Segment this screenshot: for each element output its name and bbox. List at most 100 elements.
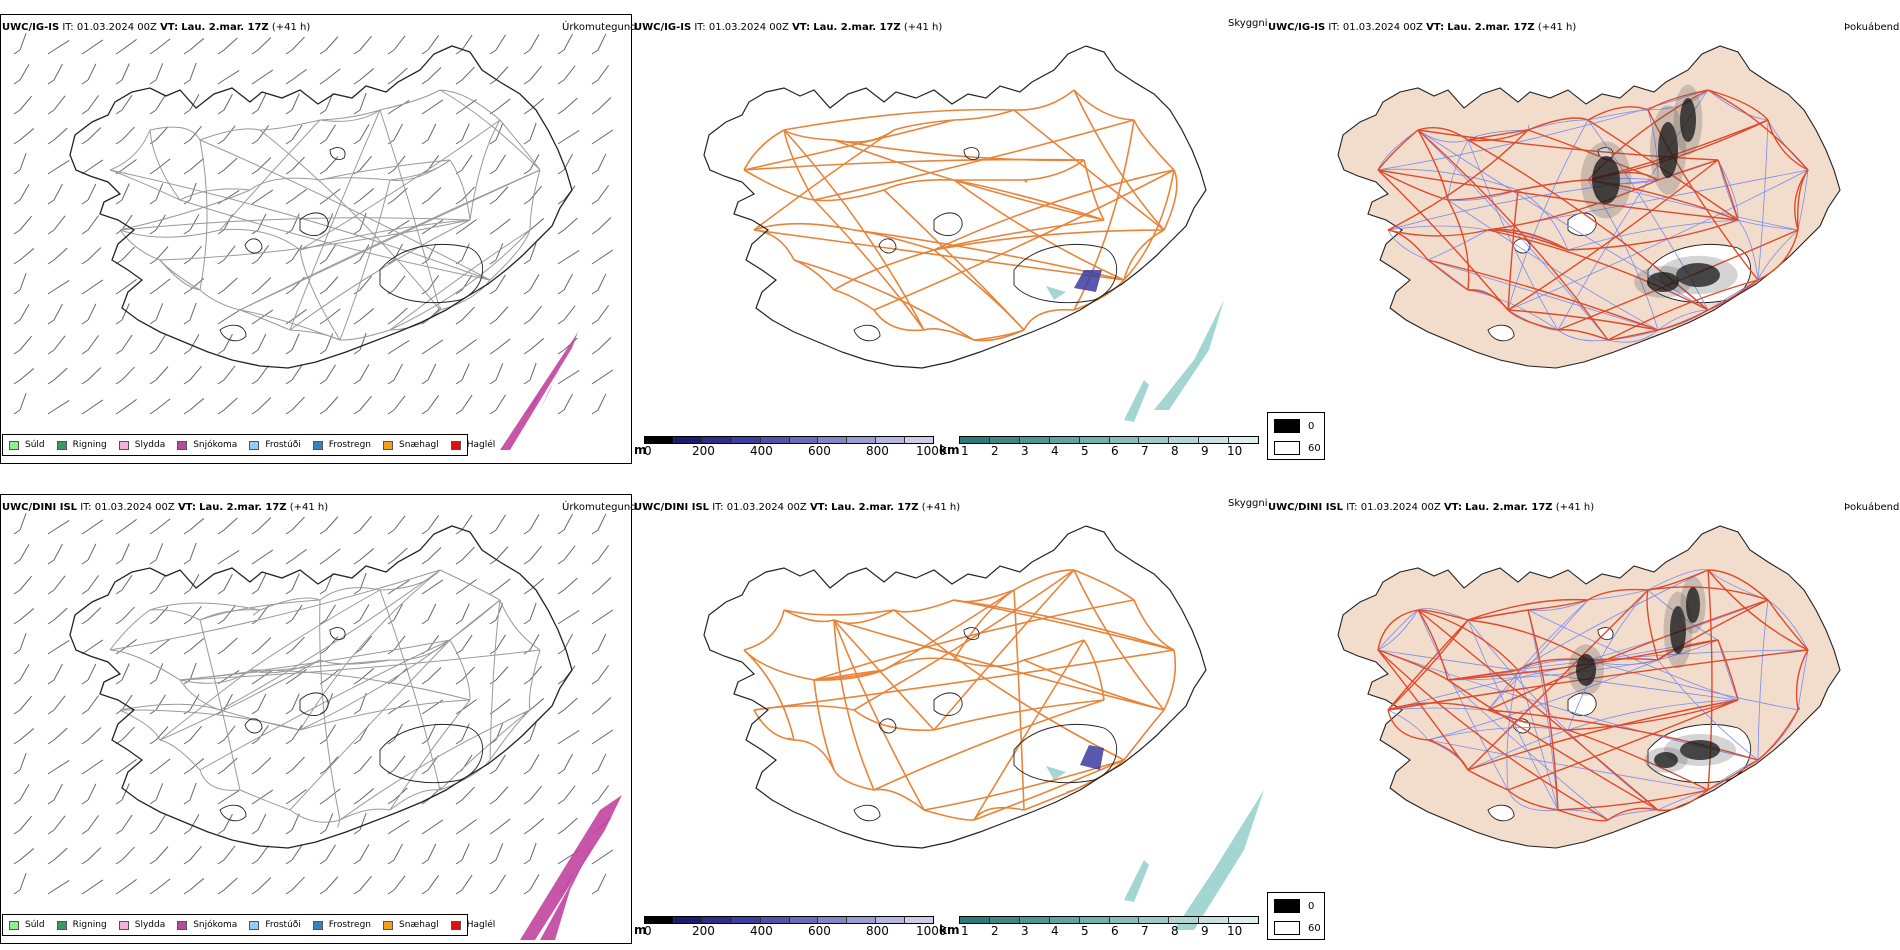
colorbar-cell: [1169, 437, 1200, 443]
glacier-outline: [853, 324, 881, 342]
colorbar-cell: [1109, 437, 1140, 443]
glacier-outline: [244, 718, 263, 734]
colorbar-cell: [1199, 917, 1230, 923]
precip-panel-title: Úrkomutegund: [562, 502, 637, 513]
precip-panel-frame: [0, 494, 632, 944]
precip-map: [13, 512, 622, 940]
colorbar-cell: [760, 917, 790, 923]
colorbar-cell: [1079, 917, 1110, 923]
fog-legend-swatch: [1274, 419, 1300, 433]
vt-value: Lau. 2.mar. 17Z: [831, 502, 919, 513]
precip-map: [13, 32, 614, 450]
glacier-outline: [379, 724, 484, 784]
colorbar-tick: 10: [1227, 924, 1243, 938]
it-value: 01.03.2024 00Z: [708, 22, 789, 33]
colorbar-tick: 2: [991, 444, 999, 458]
snow-precip-area: [520, 795, 622, 940]
fog-index-area: [1580, 84, 1738, 298]
colorbar-cell: [731, 917, 761, 923]
colorbar-tick: 400: [750, 444, 773, 458]
fog-legend-item: 0: [1274, 899, 1314, 913]
colorbar-tick: 400: [750, 924, 773, 938]
road-network: [109, 89, 541, 341]
vis-panel-title: Skyggni: [1228, 18, 1268, 29]
colorbar-cell: [1229, 437, 1259, 443]
vt-label: VT:: [792, 22, 811, 33]
row-2: UWC/DINI ISL IT: 01.03.2024 00Z VT: Lau.…: [0, 480, 1900, 950]
colorbar-tick: 7: [1141, 444, 1149, 458]
colorbar-cell: [1139, 917, 1170, 923]
colorbar-tick: 3: [1021, 444, 1029, 458]
fog-legend: 0 60: [1267, 412, 1325, 460]
vt-value: Lau. 2.mar. 17Z: [813, 22, 901, 33]
model-name: UWC/DINI ISL: [634, 502, 710, 513]
vis-panel-title: Skyggni: [1228, 498, 1268, 509]
colorbar-cell: [673, 917, 703, 923]
colorbar-tick: 200: [692, 444, 715, 458]
colorbar-cell: [818, 917, 848, 923]
glacier-outline: [878, 718, 897, 734]
legend-swatch: [383, 920, 394, 930]
glacier-outline: [1013, 244, 1118, 304]
legend-label: Frostregn: [328, 920, 372, 930]
legend-swatch: [118, 920, 129, 930]
model-name: UWC/DINI ISL: [1268, 502, 1344, 513]
vt-value: Lau. 2.mar. 17Z: [181, 22, 269, 33]
colorbar-tick: 9: [1201, 924, 1209, 938]
colorbar-tick: 10: [1227, 444, 1243, 458]
colorbar-tick: 4: [1051, 924, 1059, 938]
glacier-outline: [244, 238, 263, 254]
colorbar-tick: 1: [961, 924, 969, 938]
colorbar-cell: [960, 917, 990, 923]
colorbar-tick: 4: [1051, 444, 1059, 458]
legend-label: Haglél: [466, 920, 496, 930]
precip-panel-frame: [0, 14, 632, 464]
colorbar-cell: [960, 437, 990, 443]
it-label: IT:: [80, 502, 92, 513]
fog-legend-item: 60: [1274, 441, 1321, 455]
colorbar-cell: [1049, 917, 1080, 923]
glacier-outline: [1487, 324, 1515, 342]
colorbar-tick: 0: [644, 924, 652, 938]
fog-legend-item: 60: [1274, 921, 1321, 935]
colorbar-strip: [644, 436, 934, 444]
legend-item: Rigning: [56, 920, 107, 930]
fog-panel-title: Þokuábendi: [1844, 22, 1900, 33]
legend-label: Snjókoma: [193, 440, 238, 450]
colorbar-strip: [959, 916, 1259, 924]
snow-precip-area: [500, 332, 578, 450]
colorbar-tick: 600: [808, 924, 831, 938]
precip-legend: Súld Rigning Slydda Snjókoma Frostúði Frostre…: [2, 434, 495, 456]
fog-panel-header: UWC/DINI ISL IT: 01.03.2024 00Z VT: Lau.…: [1268, 502, 1594, 513]
glacier-outline: [878, 238, 897, 254]
precip-panel-header: UWC/DINI ISL IT: 01.03.2024 00Z VT: Lau.…: [2, 502, 328, 513]
it-value: 01.03.2024 00Z: [1360, 502, 1441, 513]
colorbar-cell: [989, 437, 1020, 443]
legend-label: Súld: [25, 440, 45, 450]
fog-legend-label: 60: [1308, 922, 1321, 934]
legend-label: Snjókoma: [193, 920, 238, 930]
road-network: [743, 89, 1178, 342]
colorbar-cell: [818, 437, 848, 443]
colorbar-tick: 8: [1171, 924, 1179, 938]
colorbar-cell: [760, 437, 790, 443]
legend-label: Slydda: [134, 440, 166, 450]
precip-panel-title: Úrkomutegund: [562, 22, 637, 33]
glacier-outline: [933, 212, 963, 236]
colorbar-tick: 8: [1171, 444, 1179, 458]
legend-item: Snæhagl: [383, 920, 439, 930]
legend-item: Snjókoma: [177, 920, 237, 930]
glacier-outline: [299, 212, 329, 236]
vt-value: Lau. 2.mar. 17Z: [199, 502, 287, 513]
it-value: 01.03.2024 00Z: [76, 22, 157, 33]
fog-legend-label: 0: [1308, 420, 1315, 432]
colorbar-unit: m: [634, 443, 647, 457]
colorbar-cell: [1139, 437, 1170, 443]
road-network: [109, 569, 541, 828]
colorbar-tick: 2: [991, 924, 999, 938]
legend-swatch: [450, 440, 461, 450]
colorbar-cell: [1199, 437, 1230, 443]
legend-label: Rigning: [72, 440, 107, 450]
legend-label: Frostregn: [328, 440, 372, 450]
colorbar-cell: [1019, 437, 1050, 443]
